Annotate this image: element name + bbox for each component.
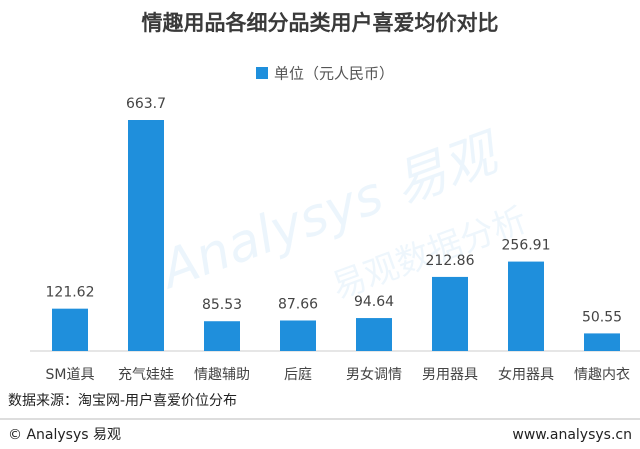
x-tick-label: 男女调情: [346, 366, 402, 383]
data-label: 85.53: [202, 297, 242, 313]
source-note: 数据来源：淘宝网-用户喜爱价位分布: [8, 392, 237, 409]
bar: [204, 321, 240, 351]
x-tick-label: 男用器具: [422, 367, 478, 383]
x-tick-label: 情趣内衣: [574, 367, 630, 383]
x-tick-label: SM道具: [46, 367, 95, 383]
data-label: 663.7: [126, 96, 166, 112]
legend-label: 单位（元人民币）: [274, 65, 394, 83]
bar: [52, 308, 88, 351]
data-label: 87.66: [278, 296, 318, 312]
bar: [356, 318, 392, 351]
data-label: 212.86: [426, 253, 475, 269]
data-label: 121.62: [46, 285, 95, 301]
footer-left: © Analysys 易观: [8, 427, 121, 443]
data-label: 50.55: [582, 309, 622, 325]
bar: [584, 333, 620, 351]
data-label: 256.91: [502, 238, 551, 254]
x-tick-label: 情趣辅助: [194, 367, 250, 383]
footer-right: www.analysys.cn: [512, 427, 632, 443]
x-tick-label: 充气娃娃: [118, 367, 174, 383]
bar: [508, 261, 544, 351]
chart-title: 情趣用品各细分品类用户喜爱均价对比: [142, 11, 499, 35]
legend-swatch: [256, 67, 268, 79]
x-tick-label: 后庭: [284, 366, 312, 383]
bar: [432, 276, 468, 351]
data-label: 94.64: [354, 294, 394, 310]
bar: [128, 120, 164, 351]
x-tick-label: 女用器具: [498, 366, 554, 383]
bar: [280, 320, 316, 351]
